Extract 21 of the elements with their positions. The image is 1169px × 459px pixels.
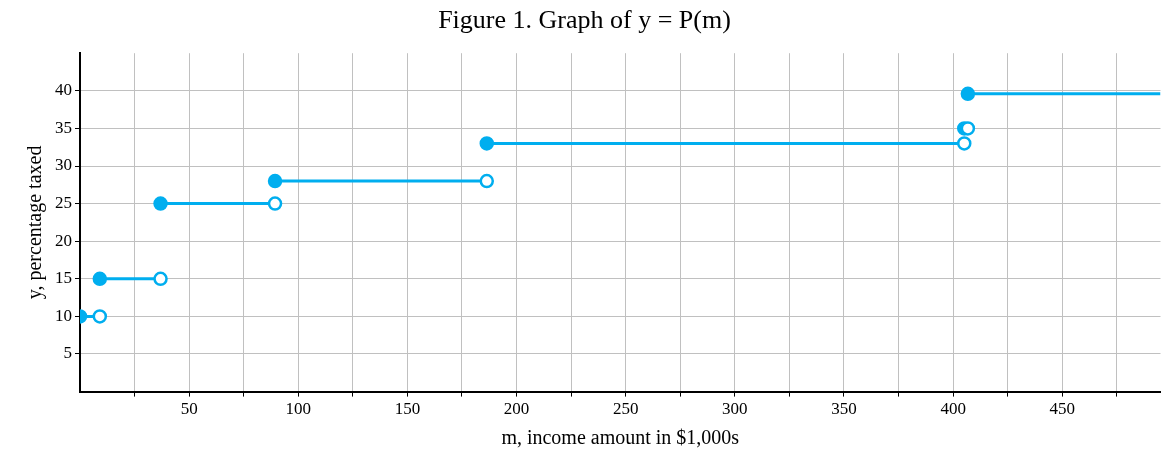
y-axis-title: y, percentage taxed: [23, 145, 47, 300]
point: [960, 86, 976, 102]
x-tick-label: 350: [831, 399, 857, 419]
x-tick-label: 50: [180, 399, 198, 419]
y-tick-label: 15: [55, 268, 72, 288]
y-tick-label: 5: [63, 343, 72, 363]
x-tick-label: 400: [940, 399, 966, 419]
x-tick-label: 450: [1049, 399, 1076, 419]
x-tick-label: 100: [285, 399, 312, 419]
x-tick-label: 200: [503, 399, 530, 419]
x-tick-label: 150: [394, 399, 421, 419]
x-tick-label: 250: [612, 399, 639, 419]
x-axis-title: m, income amount in $1,000s: [501, 426, 740, 449]
y-tick-label: 35: [55, 117, 72, 137]
y-tick-label: 30: [55, 155, 72, 175]
y-tick-label: 10: [55, 305, 72, 325]
y-tick-label: 25: [55, 193, 72, 213]
y-tick-label: 40: [55, 80, 72, 100]
chart-title: Figure 1. Graph of y = P(m): [437, 4, 732, 36]
x-tick-label: 300: [722, 399, 748, 419]
y-tick-label: 20: [55, 230, 72, 250]
